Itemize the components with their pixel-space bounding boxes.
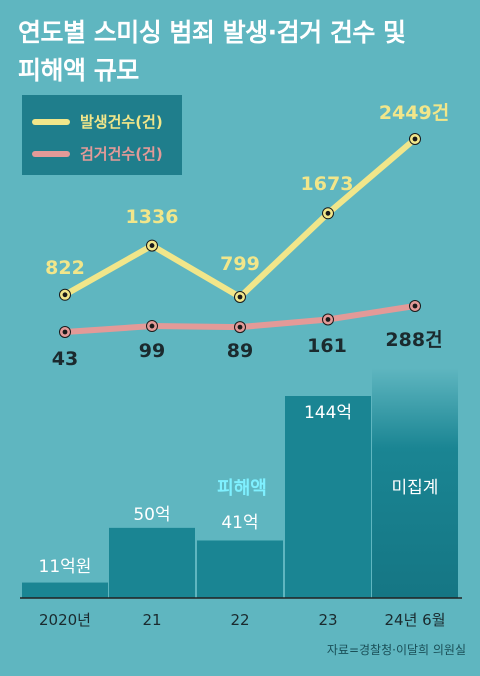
category-label: 2020년 xyxy=(39,611,91,629)
arrest-marker-dot xyxy=(412,303,418,309)
occurrence-value-label: 1673 xyxy=(301,173,354,195)
legend-swatch-arrest xyxy=(32,150,70,157)
category-label: 22 xyxy=(230,611,249,629)
source-note: 자료=경찰청·이달희 의원실 xyxy=(326,643,466,657)
arrest-marker-dot xyxy=(62,329,68,335)
legend-label-arrest: 검거건수(건) xyxy=(80,145,163,163)
title-line-2: 피해액 규모 xyxy=(18,56,139,85)
occurrence-marker-dot xyxy=(62,292,68,298)
occurrence-marker-dot xyxy=(412,136,418,142)
occurrence-marker-dot xyxy=(149,243,155,248)
arrest-marker-dot xyxy=(149,323,155,329)
damage-bar-label: 41억 xyxy=(221,513,258,533)
arrest-value-label: 43 xyxy=(52,348,78,370)
category-label: 24년 6월 xyxy=(385,611,446,629)
legend-item-arrest: 검거건수(건) xyxy=(32,143,163,164)
chart-title: 연도별 스미싱 범죄 발생·검거 건수 및 피해액 규모 xyxy=(18,14,468,90)
occurrence-marker-dot xyxy=(325,210,331,216)
category-label: 23 xyxy=(318,611,337,629)
occurrence-value-label: 799 xyxy=(220,253,260,275)
damage-bar-label: 50억 xyxy=(133,505,170,525)
damage-bar-label: 144억 xyxy=(304,403,352,423)
legend-item-occurrence: 발생건수(건) xyxy=(32,111,163,132)
damage-bar xyxy=(285,396,371,598)
arrest-value-label: 161 xyxy=(307,335,347,357)
damage-bar xyxy=(22,582,108,598)
occurrence-marker-dot xyxy=(237,294,243,300)
arrest-value-label: 288건 xyxy=(385,329,442,351)
damage-bar xyxy=(109,527,195,598)
arrest-value-label: 89 xyxy=(227,340,253,362)
legend-swatch-occurrence xyxy=(32,118,70,125)
legend: 발생건수(건) 검거건수(건) xyxy=(22,95,182,175)
arrest-marker-dot xyxy=(237,324,243,330)
damage-bar-label: 11억원 xyxy=(39,557,92,577)
damage-bar-label: 미집계 xyxy=(392,478,439,498)
arrest-value-label: 99 xyxy=(139,340,165,362)
damage-bar xyxy=(372,368,458,598)
damage-series-label: 피해액 xyxy=(217,478,267,499)
legend-label-occurrence: 발생건수(건) xyxy=(80,113,163,131)
category-label: 21 xyxy=(142,611,161,629)
occurrence-value-label: 822 xyxy=(45,257,85,279)
occurrence-value-label: 1336 xyxy=(126,206,179,228)
title-line-1: 연도별 스미싱 범죄 발생·검거 건수 및 xyxy=(18,18,406,47)
damage-bar xyxy=(197,540,283,598)
occurrence-value-label: 2449건 xyxy=(379,102,449,124)
arrest-marker-dot xyxy=(325,317,331,322)
